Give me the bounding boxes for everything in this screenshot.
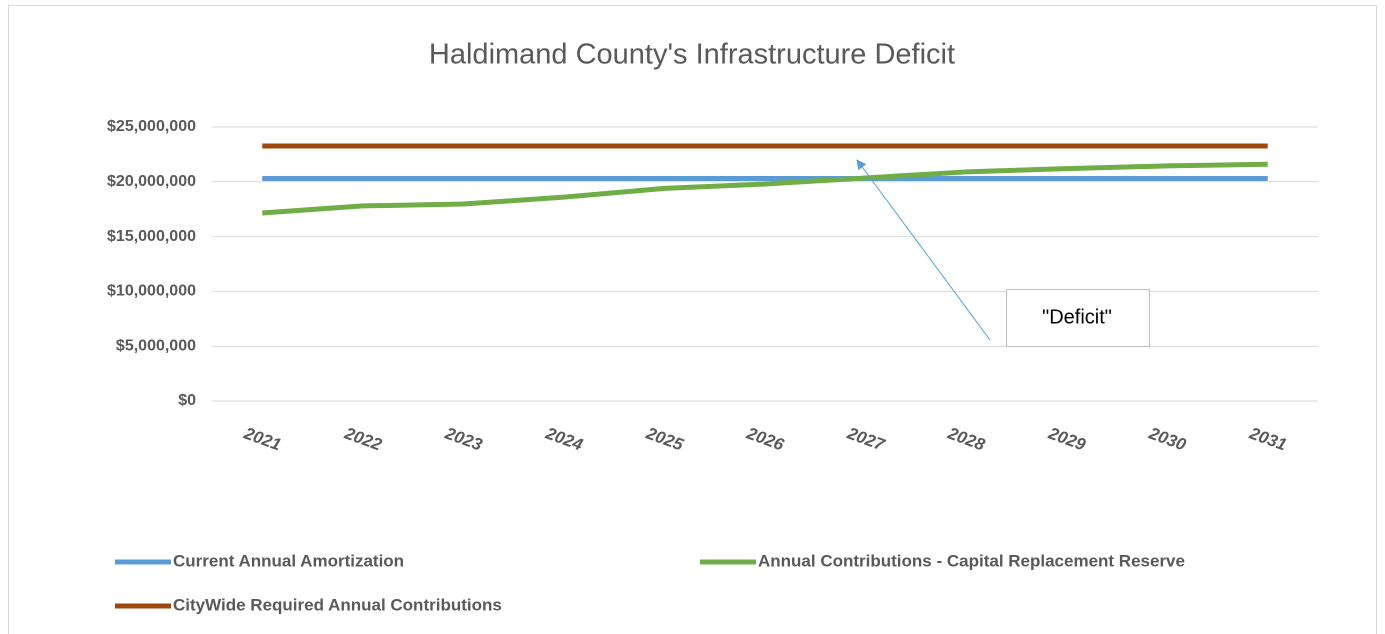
y-tick-label: $5,000,000 — [116, 337, 196, 354]
y-tick-label: $15,000,000 — [107, 228, 196, 245]
y-tick-label: $10,000,000 — [107, 283, 196, 300]
annotation-arrow — [856, 159, 991, 341]
y-tick-label: $20,000,000 — [107, 173, 196, 190]
legend-label: Annual Contributions - Capital Replaceme… — [758, 551, 1185, 570]
annotation: "Deficit" — [1042, 306, 1112, 328]
annotation-box — [1006, 289, 1150, 347]
y-tick-label: $0 — [178, 392, 196, 409]
legend-label: CityWide Required Annual Contributions — [173, 595, 502, 614]
series-line — [262, 161, 1268, 216]
chart-title: Haldimand County's Infrastructure Defici… — [429, 39, 955, 71]
y-tick-label: $25,000,000 — [107, 118, 196, 135]
chart-border — [8, 5, 1377, 634]
legend-label: Current Annual Amortization — [173, 551, 404, 570]
